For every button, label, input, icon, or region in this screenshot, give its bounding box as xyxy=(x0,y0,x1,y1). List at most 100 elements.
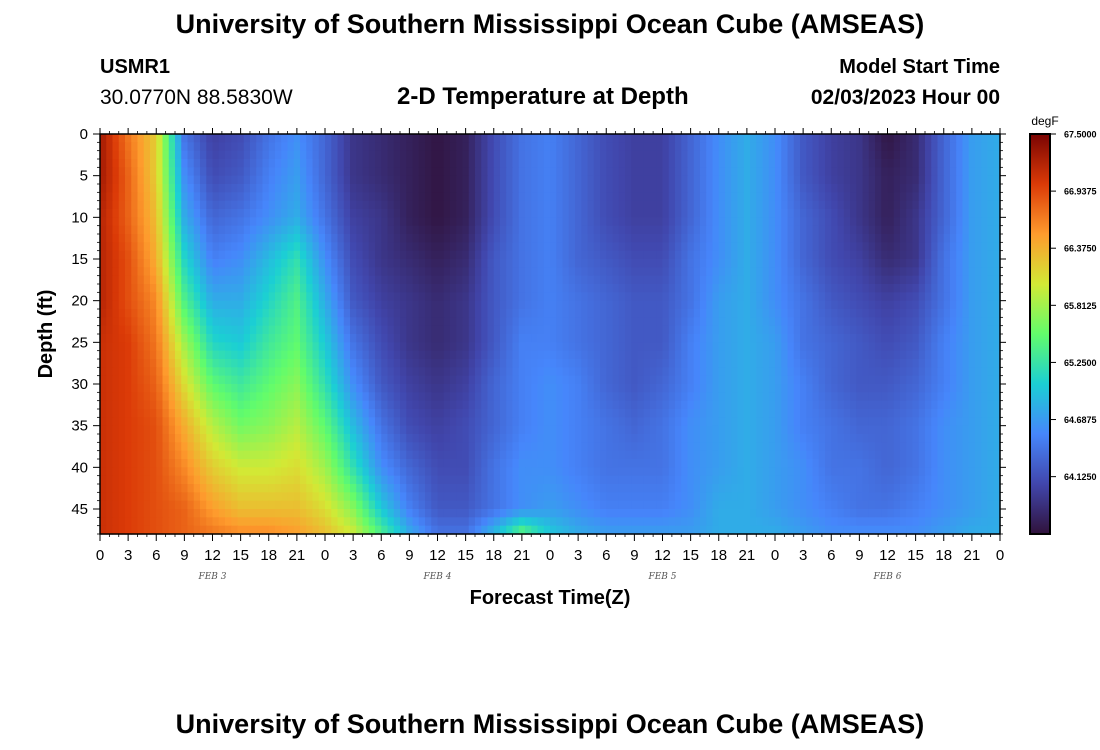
heatmap-cell xyxy=(750,142,757,152)
temperature-depth-chart: 0 3 6 9 12 15 18 21 0 3 6 9 12 15 18 21 0 3 6 9 12 15 18 21 0 3 6 9… xyxy=(35,114,1097,609)
heatmap-cell xyxy=(975,134,982,143)
station-coordinates: 30.0770N 88.5830W xyxy=(100,86,293,109)
heatmap-cell xyxy=(512,275,520,285)
heatmap-cell xyxy=(743,292,751,302)
heatmap-cell xyxy=(718,142,726,152)
heatmap-cell xyxy=(231,359,239,368)
heatmap-cell xyxy=(193,242,201,252)
heatmap-cell xyxy=(481,142,489,152)
heatmap-cell xyxy=(700,217,707,227)
heatmap-cell xyxy=(950,350,957,360)
heatmap-cell xyxy=(150,309,157,318)
heatmap-cell xyxy=(587,400,595,410)
heatmap-cell xyxy=(887,209,895,218)
heatmap-cell xyxy=(400,175,407,185)
heatmap-cell xyxy=(956,317,964,327)
heatmap-cell xyxy=(237,225,245,235)
heatmap-cell xyxy=(600,309,607,318)
heatmap-cell xyxy=(781,134,789,143)
heatmap-cell xyxy=(318,209,326,218)
heatmap-cell xyxy=(318,217,326,227)
heatmap-cell xyxy=(750,134,757,143)
heatmap-cell xyxy=(700,242,707,252)
heatmap-cell xyxy=(718,400,726,410)
heatmap-cell xyxy=(800,275,807,285)
heatmap-cell xyxy=(325,359,332,368)
heatmap-cell xyxy=(456,159,464,168)
heatmap-cell xyxy=(562,317,570,327)
heatmap-cell xyxy=(181,275,189,285)
heatmap-cell xyxy=(212,225,220,235)
heatmap-cell xyxy=(856,184,864,193)
heatmap-cell xyxy=(412,300,420,310)
heatmap-cell xyxy=(143,417,151,427)
heatmap-cell xyxy=(962,400,970,410)
heatmap-cell xyxy=(625,242,632,252)
heatmap-cell xyxy=(112,284,120,293)
heatmap-cell xyxy=(850,309,857,318)
heatmap-cell xyxy=(656,409,664,418)
heatmap-cell xyxy=(631,325,639,335)
heatmap-cell xyxy=(225,242,232,252)
heatmap-cell xyxy=(943,142,951,152)
heatmap-cell xyxy=(568,217,576,227)
heatmap-cell xyxy=(212,209,220,218)
heatmap-cell xyxy=(125,167,132,177)
heatmap-cell xyxy=(362,400,370,410)
heatmap-cell xyxy=(300,209,307,218)
heatmap-cell xyxy=(343,317,351,327)
heatmap-cell xyxy=(418,259,426,268)
heatmap-cell xyxy=(400,317,407,327)
heatmap-cell xyxy=(562,167,570,177)
heatmap-cell xyxy=(625,367,632,377)
heatmap-cell xyxy=(343,142,351,152)
heatmap-cell xyxy=(862,317,870,327)
heatmap-cell xyxy=(312,384,320,393)
heatmap-cell xyxy=(818,175,826,185)
heatmap-cell xyxy=(525,167,532,177)
heatmap-cell xyxy=(325,292,332,302)
heatmap-cell xyxy=(943,284,951,293)
heatmap-cell xyxy=(143,175,151,185)
heatmap-cell xyxy=(281,417,289,427)
heatmap-cell xyxy=(675,284,682,293)
heatmap-cell xyxy=(262,142,270,152)
heatmap-cell xyxy=(762,142,770,152)
heatmap-cell xyxy=(937,175,945,185)
heatmap-cell xyxy=(506,334,514,343)
heatmap-cell xyxy=(506,184,514,193)
heatmap-cell xyxy=(187,400,195,410)
heatmap-cell xyxy=(775,192,782,202)
heatmap-cell xyxy=(550,342,557,352)
heatmap-cell xyxy=(718,175,726,185)
heatmap-cell xyxy=(125,284,132,293)
heatmap-cell xyxy=(162,159,170,168)
heatmap-cell xyxy=(912,384,920,393)
heatmap-cell xyxy=(418,234,426,243)
heatmap-cell xyxy=(475,275,482,285)
heatmap-cell xyxy=(825,325,832,335)
heatmap-cell xyxy=(950,217,957,227)
heatmap-cell xyxy=(612,317,620,327)
heatmap-cell xyxy=(712,175,720,185)
heatmap-cell xyxy=(975,234,982,243)
heatmap-cell xyxy=(906,167,914,177)
heatmap-cell xyxy=(750,150,757,160)
heatmap-cell xyxy=(731,209,739,218)
heatmap-cell xyxy=(843,200,851,210)
heatmap-cell xyxy=(800,325,807,335)
heatmap-cell xyxy=(118,375,126,385)
heatmap-cell xyxy=(393,359,401,368)
heatmap-cell xyxy=(950,317,957,327)
heatmap-cell xyxy=(668,400,676,410)
heatmap-cell xyxy=(637,150,645,160)
heatmap-cell xyxy=(437,225,445,235)
heatmap-cell xyxy=(700,175,707,185)
heatmap-cell xyxy=(562,375,570,385)
heatmap-cell xyxy=(218,300,226,310)
heatmap-cell xyxy=(862,267,870,277)
heatmap-cell xyxy=(931,392,939,402)
heatmap-cell xyxy=(625,359,632,368)
heatmap-cell xyxy=(668,334,676,343)
heatmap-cell xyxy=(718,334,726,343)
